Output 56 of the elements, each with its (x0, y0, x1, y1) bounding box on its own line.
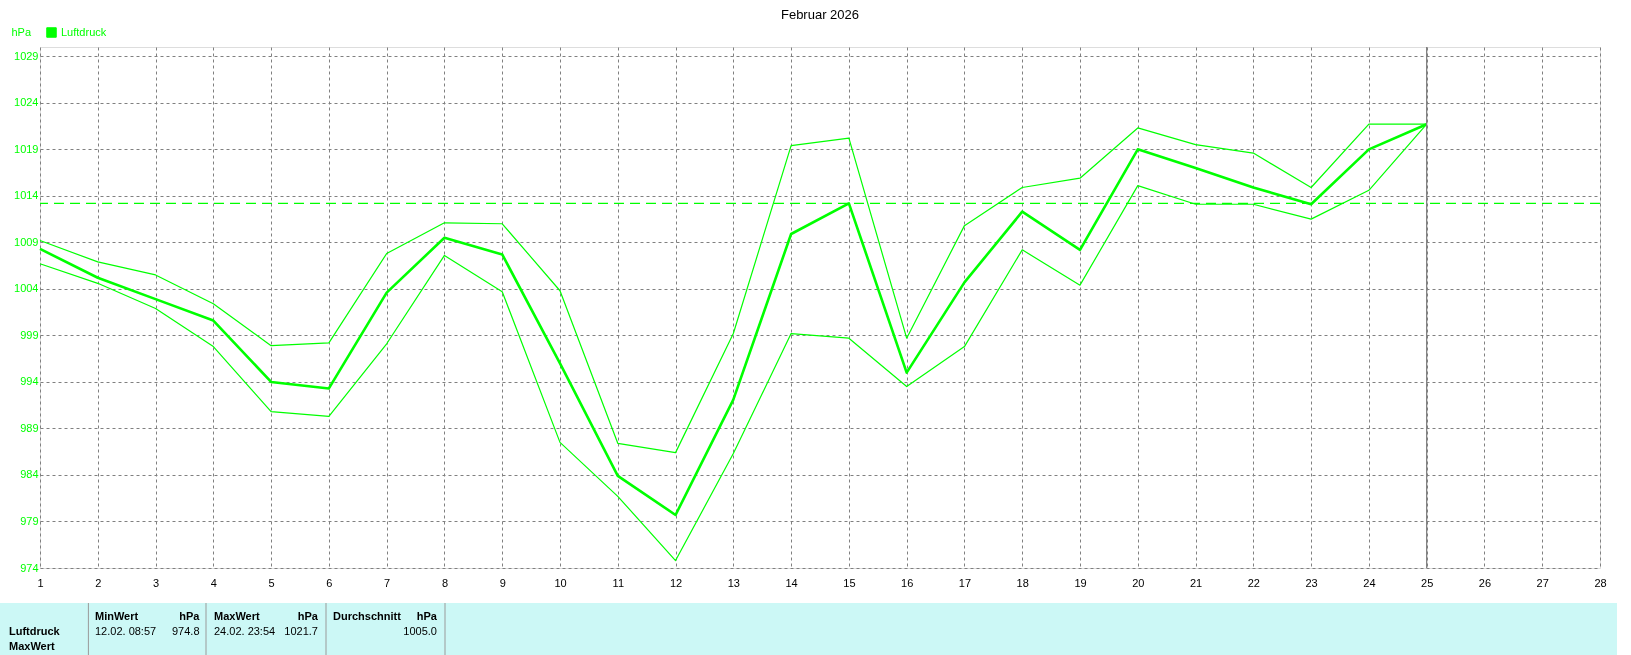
x-tick-label: 2 (95, 576, 102, 589)
x-tick-label: 22 (1247, 576, 1260, 589)
y-tick-label: 984 (20, 468, 39, 481)
text: 12.02. 08:57 (95, 625, 157, 637)
x-tick-label: 19 (1074, 576, 1087, 589)
x-tick-label: 12 (669, 576, 683, 589)
y-axis-title: hPa (11, 25, 32, 38)
text: MinWert (95, 610, 139, 622)
x-tick-label: 26 (1478, 576, 1492, 589)
text: 1005.0 (403, 625, 437, 637)
x-tick-label: 20 (1132, 576, 1145, 589)
y-tick-label: 1009 (14, 235, 39, 248)
text: 974.8 (171, 625, 200, 637)
y-tick-label: 1019 (14, 142, 39, 155)
text: 24.02. 23:54 (214, 625, 276, 637)
x-tick-label: 15 (843, 576, 856, 589)
y-tick-label: 1024 (14, 96, 39, 109)
text: MaxWert (214, 610, 260, 622)
text: Luftdruck (9, 625, 61, 637)
text: MaxWert (9, 640, 55, 652)
x-tick-label: 24 (1363, 576, 1376, 589)
x-tick-label: 13 (727, 576, 740, 589)
x-tick-label: 6 (326, 576, 333, 589)
x-tick-label: 8 (441, 576, 449, 589)
x-tick-label: 11 (612, 576, 624, 589)
x-tick-label: 18 (1016, 576, 1029, 589)
text: Durchschnitt (333, 610, 402, 622)
y-tick-label: 989 (20, 421, 39, 434)
x-tick-label: 7 (384, 576, 391, 589)
x-tick-label: 1 (37, 576, 44, 589)
chart-title: Februar 2026 (780, 7, 860, 22)
y-tick-label: 1014 (14, 189, 39, 202)
y-tick-label: 999 (20, 328, 39, 341)
x-tick-label: 3 (152, 576, 160, 589)
text: 1021.7 (284, 625, 318, 637)
y-tick-label: 979 (20, 514, 39, 527)
x-tick-label: 9 (499, 576, 506, 589)
x-tick-label: 4 (210, 576, 217, 589)
text: hPa (179, 610, 201, 622)
x-tick-label: 28 (1594, 576, 1607, 589)
text: hPa (297, 610, 319, 622)
x-tick-label: 5 (268, 576, 275, 589)
x-tick-label: 17 (958, 576, 972, 589)
x-tick-label: 23 (1305, 576, 1318, 589)
x-tick-label: 25 (1421, 576, 1434, 589)
y-tick-label: 994 (20, 375, 39, 388)
legend-label: Luftdruck (61, 25, 107, 38)
x-tick-label: 27 (1536, 576, 1549, 589)
y-tick-label: 974 (20, 561, 39, 574)
text: hPa (416, 610, 438, 622)
x-tick-label: 21 (1189, 576, 1203, 589)
x-tick-label: 16 (901, 576, 914, 589)
x-tick-label: 14 (785, 576, 798, 589)
y-tick-label: 1004 (14, 282, 39, 295)
y-tick-label: 1029 (14, 49, 39, 62)
x-tick-label: 10 (554, 576, 567, 589)
